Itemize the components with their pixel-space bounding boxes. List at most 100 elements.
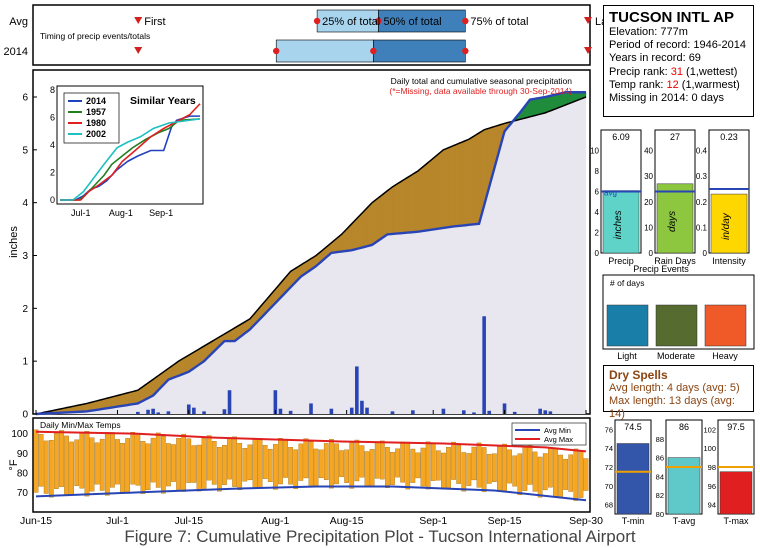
daily-temp-bar: [568, 454, 574, 492]
daily-temp-bar: [150, 437, 156, 483]
daily-temp-bar: [237, 443, 243, 491]
daily-temp-bar: [542, 453, 548, 491]
precip-events-title: Precip Events: [633, 264, 689, 274]
precip-mini-tick: 4: [595, 208, 600, 217]
y-tick-label: 3: [22, 251, 28, 262]
difference-segment: [364, 207, 368, 248]
difference-segment: [130, 391, 133, 405]
timing-label-75: 75% of total: [470, 16, 528, 28]
daily-temp-bar: [242, 448, 248, 482]
quantile-marker: [370, 47, 377, 55]
daily-temp-bar: [120, 443, 125, 493]
daily-temp-bar: [206, 435, 212, 481]
daily-temp-bar: [222, 444, 227, 485]
daily-temp-bar: [293, 449, 299, 489]
daily-precip-bar: [487, 410, 492, 414]
difference-segment: [532, 98, 536, 117]
temp-mini-tick: 72: [605, 463, 613, 472]
daily-temp-bar: [451, 441, 456, 480]
difference-segment: [356, 215, 360, 250]
quantile-marker: [462, 47, 469, 55]
difference-segment: [183, 356, 187, 375]
figure-caption: Figure 7: Cumulative Precipitation Plot …: [124, 527, 636, 546]
inset-y-tick: 4: [50, 140, 55, 150]
difference-segment: [458, 142, 462, 227]
difference-segment: [186, 354, 189, 374]
difference-segment: [473, 134, 477, 225]
difference-segment: [420, 166, 424, 232]
daily-temp-bar: [43, 440, 49, 494]
day-type-bar: [655, 304, 698, 347]
precip-mini-tick: 0: [595, 249, 600, 258]
timing-row-label-avg: Avg: [9, 16, 28, 28]
years-in-record: Years in record: 69: [609, 52, 701, 65]
daily-temp-bar: [125, 438, 131, 494]
last-event-marker: [584, 47, 592, 54]
difference-segment: [550, 94, 554, 112]
precip-mini-value: 0.23: [720, 132, 738, 142]
difference-segment: [402, 178, 406, 234]
timing-label-50: 50% of total: [383, 16, 441, 28]
precip-mini-bar: [602, 190, 640, 254]
daily-temp-bar: [527, 445, 533, 485]
difference-segment: [369, 202, 373, 246]
daily-temp-bar: [553, 447, 558, 497]
precip-mini-tick: 6: [595, 188, 600, 197]
daily-temp-bar: [171, 444, 176, 482]
difference-segment: [407, 175, 411, 233]
daily-temp-bar: [94, 442, 100, 485]
daily-temp-bar: [318, 449, 324, 479]
daily-temp-bar: [420, 447, 426, 487]
temp-y-tick: 80: [17, 468, 29, 479]
precip-mini-tick: 10: [590, 147, 599, 156]
daily-precip-bar: [411, 410, 415, 414]
daily-temp-bar: [211, 441, 217, 485]
temp-mini-tick: 68: [605, 501, 613, 510]
day-type-bar: [704, 304, 747, 347]
daily-precip-bar: [156, 412, 161, 414]
daily-temp-bar: [166, 443, 171, 487]
dry-spells-box: Dry Spells Avg length: 4 days (avg: 5) M…: [603, 365, 754, 420]
difference-segment: [354, 218, 358, 250]
daily-precip-bar: [202, 411, 206, 414]
daily-temp-bar: [216, 447, 222, 492]
daily-precip-bar: [222, 409, 227, 414]
x-tick-label: Sep-30: [569, 515, 603, 527]
daily-temp-bar: [537, 456, 543, 498]
precip-mini-tick: 2: [595, 229, 600, 238]
first-event-marker: [134, 47, 143, 54]
daily-temp-bar: [252, 437, 258, 489]
daily-temp-bar: [176, 437, 181, 490]
difference-segment: [455, 143, 459, 227]
dry-spells-avg: Avg length: 4 days (avg: 5): [609, 382, 740, 394]
dry-spells-max: Max length: 13 days (avg: 14): [609, 395, 735, 420]
temps-title: Daily Min/Max Temps: [40, 420, 121, 430]
daily-temp-bar: [583, 458, 589, 491]
elevation: Elevation: 777m: [609, 26, 688, 38]
daily-temp-bar: [425, 441, 431, 490]
difference-segment: [127, 391, 131, 406]
daily-temp-bar: [115, 439, 120, 485]
daily-precip-bar: [166, 411, 171, 414]
precip-mini-tick: 40: [644, 147, 653, 156]
daily-temp-bar: [196, 444, 202, 492]
temp-mini-bar: [719, 471, 753, 515]
difference-segment: [397, 181, 401, 234]
difference-segment: [443, 148, 447, 229]
daily-precip-bar: [461, 410, 466, 414]
difference-segment: [399, 180, 403, 234]
daily-temp-bar: [140, 441, 146, 494]
difference-segment: [394, 183, 398, 234]
avg-cumulative-line: [35, 96, 587, 415]
daily-precip-bar: [548, 411, 553, 414]
difference-segment: [114, 395, 118, 408]
difference-segment: [433, 155, 436, 230]
daily-precip-bar: [329, 408, 334, 414]
daily-precip-bar: [186, 404, 191, 414]
temp-rank: Temp rank: 12 (1,warmest): [609, 78, 740, 91]
daily-temp-bar: [548, 446, 553, 488]
temp-y-tick: 70: [17, 488, 29, 499]
precip-mini-tick: 30: [644, 172, 653, 181]
temp-y-tick: 100: [11, 429, 28, 440]
